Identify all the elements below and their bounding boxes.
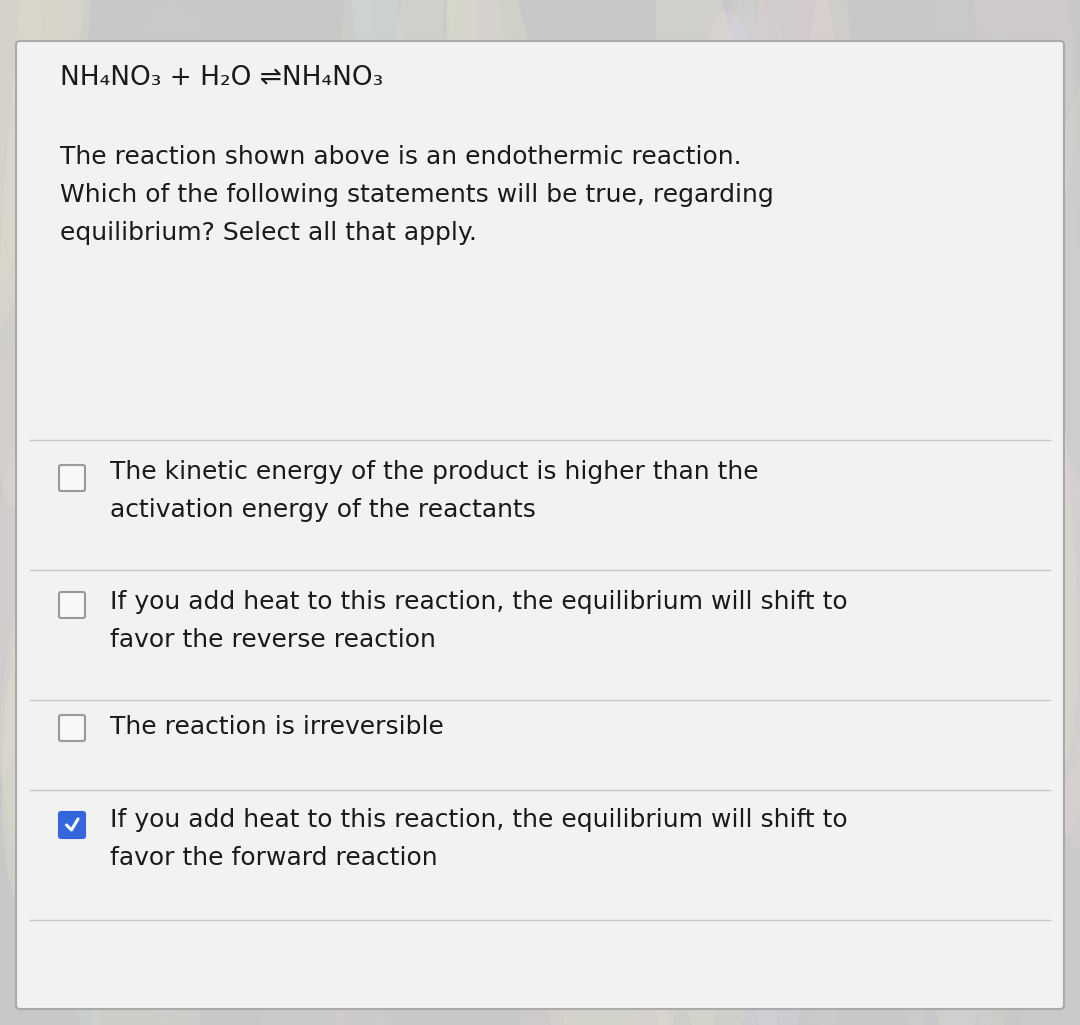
Ellipse shape [2, 517, 82, 911]
Ellipse shape [971, 0, 1075, 227]
Ellipse shape [1025, 73, 1080, 838]
Ellipse shape [1010, 422, 1080, 855]
Ellipse shape [786, 111, 920, 697]
Ellipse shape [657, 691, 715, 1025]
FancyBboxPatch shape [59, 465, 85, 491]
Ellipse shape [853, 176, 918, 538]
Ellipse shape [865, 397, 926, 921]
Ellipse shape [109, 547, 150, 802]
Ellipse shape [0, 568, 111, 911]
Ellipse shape [480, 484, 532, 716]
Text: equilibrium? Select all that apply.: equilibrium? Select all that apply. [60, 221, 477, 245]
Ellipse shape [417, 367, 522, 966]
Ellipse shape [1027, 157, 1080, 834]
Ellipse shape [0, 335, 41, 667]
Ellipse shape [809, 415, 927, 1025]
Ellipse shape [991, 30, 1024, 245]
Text: favor the reverse reaction: favor the reverse reaction [110, 628, 436, 652]
Ellipse shape [13, 0, 62, 392]
Ellipse shape [500, 382, 566, 597]
Ellipse shape [552, 761, 674, 1025]
Ellipse shape [0, 0, 97, 343]
Text: The kinetic energy of the product is higher than the: The kinetic energy of the product is hig… [110, 460, 758, 484]
Ellipse shape [78, 475, 124, 821]
Ellipse shape [86, 722, 202, 1025]
Ellipse shape [831, 410, 916, 1016]
Ellipse shape [680, 10, 797, 777]
Ellipse shape [703, 8, 813, 411]
Text: Which of the following statements will be true, regarding: Which of the following statements will b… [60, 183, 773, 207]
Ellipse shape [890, 303, 982, 515]
Ellipse shape [332, 763, 383, 1025]
Ellipse shape [748, 0, 852, 562]
Ellipse shape [548, 278, 665, 987]
Ellipse shape [477, 372, 638, 1025]
Ellipse shape [0, 0, 42, 291]
Ellipse shape [145, 195, 221, 529]
Ellipse shape [959, 49, 1078, 773]
Ellipse shape [139, 580, 224, 1021]
Ellipse shape [118, 169, 229, 756]
Text: The reaction shown above is an endothermic reaction.: The reaction shown above is an endotherm… [60, 145, 742, 169]
FancyBboxPatch shape [59, 592, 85, 618]
Ellipse shape [635, 672, 687, 1025]
Ellipse shape [59, 666, 104, 1025]
Ellipse shape [927, 705, 1000, 1025]
Ellipse shape [673, 297, 779, 1025]
Ellipse shape [321, 0, 376, 467]
Ellipse shape [348, 0, 461, 328]
Ellipse shape [0, 0, 96, 508]
Ellipse shape [316, 298, 416, 1025]
Ellipse shape [357, 0, 446, 607]
Ellipse shape [500, 519, 567, 1025]
Ellipse shape [646, 631, 747, 1025]
FancyBboxPatch shape [59, 715, 85, 741]
Ellipse shape [656, 0, 797, 587]
Ellipse shape [796, 0, 853, 438]
Ellipse shape [896, 59, 1012, 458]
Ellipse shape [916, 597, 1031, 1025]
Ellipse shape [1028, 117, 1080, 502]
Ellipse shape [469, 305, 558, 589]
Ellipse shape [804, 266, 841, 516]
Ellipse shape [743, 504, 845, 1025]
Text: favor the forward reaction: favor the forward reaction [110, 846, 437, 870]
Ellipse shape [725, 0, 778, 312]
Ellipse shape [346, 567, 464, 897]
Ellipse shape [261, 847, 346, 1025]
Ellipse shape [946, 255, 988, 997]
Ellipse shape [644, 249, 723, 502]
Ellipse shape [758, 522, 840, 1025]
Ellipse shape [756, 231, 838, 683]
Ellipse shape [729, 0, 775, 694]
Ellipse shape [441, 0, 475, 343]
Ellipse shape [912, 0, 971, 568]
Ellipse shape [1017, 706, 1080, 1025]
Ellipse shape [447, 0, 561, 376]
Ellipse shape [472, 0, 516, 385]
Ellipse shape [576, 207, 619, 627]
Text: activation energy of the reactants: activation energy of the reactants [110, 498, 536, 522]
Ellipse shape [0, 404, 53, 778]
Ellipse shape [572, 392, 671, 863]
Ellipse shape [459, 625, 497, 934]
Ellipse shape [696, 406, 767, 655]
Ellipse shape [975, 821, 1016, 1025]
FancyBboxPatch shape [59, 812, 85, 838]
Ellipse shape [971, 182, 1051, 441]
Ellipse shape [53, 532, 110, 891]
Ellipse shape [345, 0, 424, 388]
Ellipse shape [230, 314, 334, 720]
Text: If you add heat to this reaction, the equilibrium will shift to: If you add heat to this reaction, the eq… [110, 590, 848, 614]
Ellipse shape [134, 1, 215, 207]
Text: NH₄NO₃ + H₂O ⇌NH₄NO₃: NH₄NO₃ + H₂O ⇌NH₄NO₃ [60, 65, 383, 91]
Text: If you add heat to this reaction, the equilibrium will shift to: If you add heat to this reaction, the eq… [110, 808, 848, 832]
Text: The reaction is irreversible: The reaction is irreversible [110, 715, 444, 739]
Ellipse shape [83, 129, 120, 521]
Ellipse shape [259, 297, 294, 499]
FancyBboxPatch shape [16, 41, 1064, 1009]
